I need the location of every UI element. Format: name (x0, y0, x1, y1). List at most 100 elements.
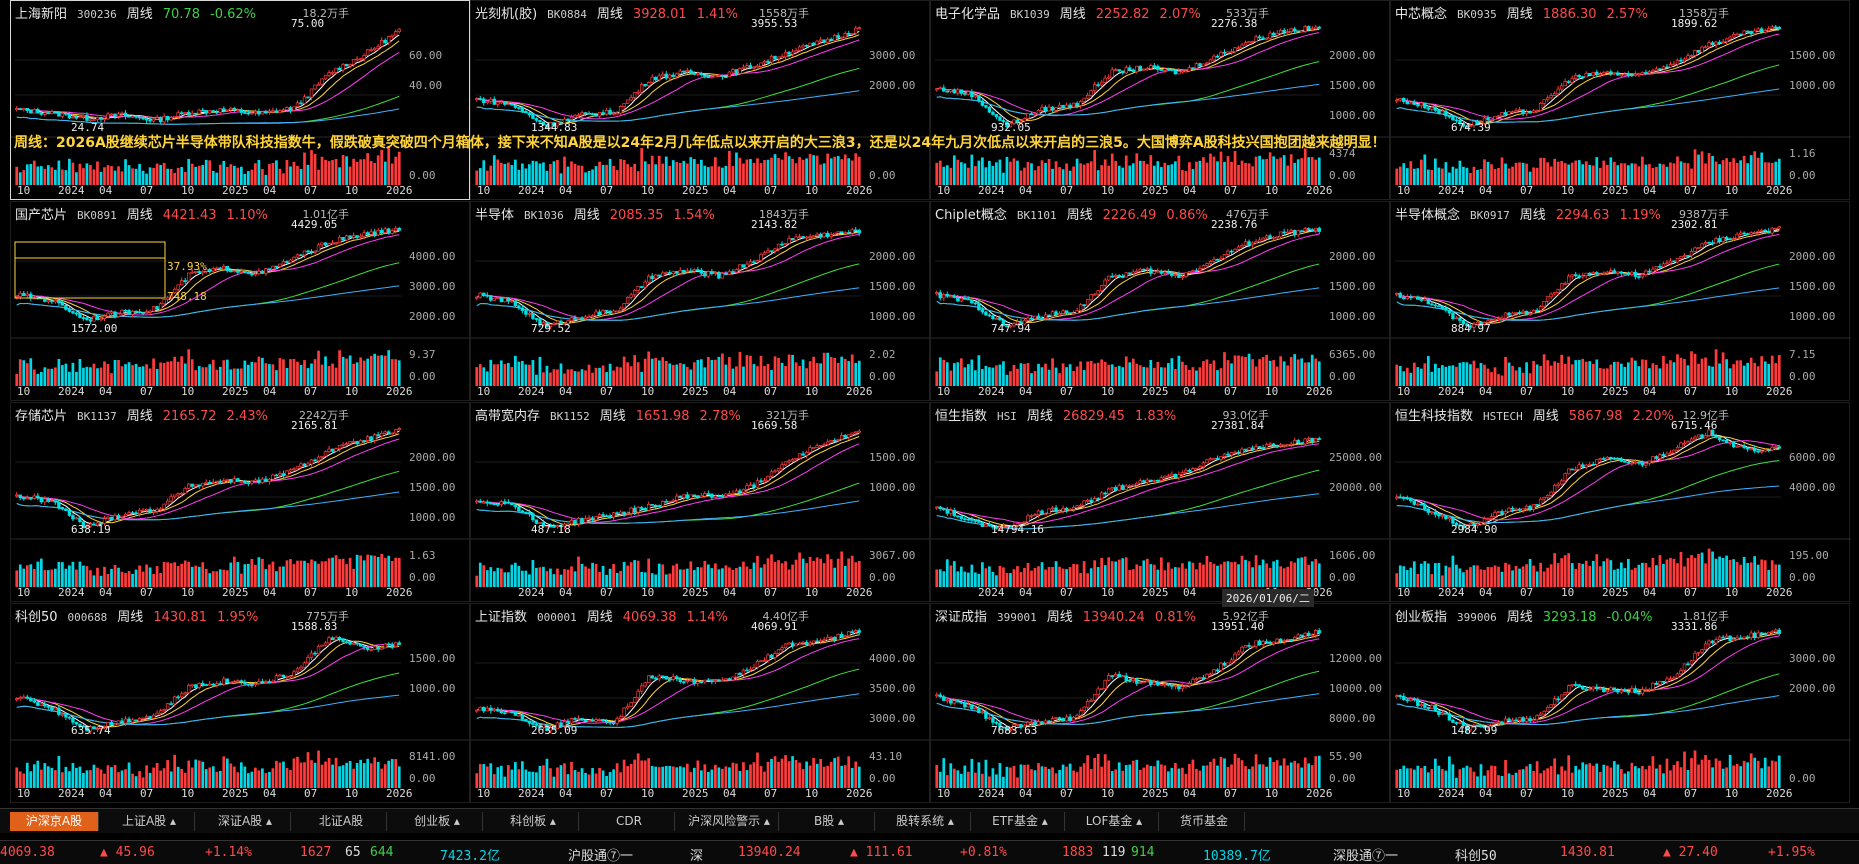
candle (1669, 261, 1672, 263)
volume-bar (510, 367, 513, 386)
candle (739, 673, 742, 674)
volume-bar (1743, 557, 1746, 587)
candle (798, 47, 801, 50)
volume-bar (956, 571, 959, 587)
candle (1062, 311, 1065, 314)
volume-bar (1051, 567, 1054, 587)
candle (1602, 273, 1605, 274)
candle (1725, 237, 1728, 238)
volume-bar (1694, 558, 1697, 587)
volume-bar (1195, 371, 1198, 386)
ma10-line (17, 232, 399, 318)
volume-bar (212, 171, 215, 185)
candle (1662, 264, 1665, 267)
candle (1652, 269, 1655, 272)
candle (1188, 470, 1191, 471)
candle (521, 108, 524, 112)
candle (380, 433, 383, 436)
candle (65, 113, 68, 114)
volume-bar (1069, 171, 1072, 185)
volume-bar (1199, 563, 1202, 587)
volume-bar (1241, 161, 1244, 185)
volume-bar (728, 567, 731, 587)
volume-bar (830, 357, 833, 386)
volume-bar (398, 766, 401, 788)
candle (222, 481, 225, 482)
candle (75, 117, 78, 118)
candle (1104, 78, 1107, 82)
volume-bar (851, 556, 854, 587)
volume-bar (1223, 352, 1226, 386)
candle (630, 295, 633, 298)
candle (833, 440, 836, 441)
volume-bar (1055, 368, 1058, 386)
candle (746, 264, 749, 267)
time-axis-label: 10 (181, 184, 194, 197)
volume-bar (521, 164, 524, 185)
candle (1448, 517, 1451, 518)
volume-bar (981, 369, 984, 386)
volume-bar (1434, 364, 1437, 386)
candle (1051, 107, 1054, 110)
volume-bar (184, 561, 187, 587)
candle (844, 233, 847, 234)
volume-bar (500, 766, 503, 788)
candle (823, 233, 826, 237)
candle (342, 639, 345, 642)
volume-bar (1634, 164, 1637, 185)
candle (1627, 274, 1630, 275)
volume-bar (774, 356, 777, 386)
volume-bar (1711, 367, 1714, 386)
candle (812, 236, 815, 237)
volume-bar (1016, 161, 1019, 185)
candle (1560, 86, 1563, 89)
volume-bar (166, 362, 169, 386)
candle (1058, 314, 1061, 315)
candle (387, 36, 390, 42)
volume-bar (1135, 564, 1138, 587)
candle (1125, 68, 1128, 73)
volume-bar (1487, 162, 1490, 185)
candle (391, 433, 394, 434)
volume-bar (1286, 365, 1289, 386)
candle (967, 299, 970, 300)
candle (370, 232, 373, 234)
volume-bar (574, 371, 577, 386)
kline-chart (1391, 403, 1851, 603)
volume-bar (686, 367, 689, 386)
ma5-line (477, 434, 859, 527)
security-code: BK1152 (550, 410, 590, 423)
volume-bar (1508, 363, 1511, 386)
volume-bar (507, 765, 510, 788)
candle (633, 93, 636, 98)
candle (1715, 436, 1718, 437)
candle (682, 71, 685, 72)
candle (159, 509, 162, 510)
volume-bar (1065, 569, 1068, 587)
volume-bar (68, 771, 71, 788)
volume-axis-label: 0.00 (1789, 571, 1816, 584)
candle (651, 504, 654, 505)
volume-bar (1778, 159, 1781, 185)
candle (1230, 251, 1233, 252)
volume-bar (1051, 358, 1054, 386)
volume-bar (1736, 360, 1739, 386)
volume-bar (1683, 163, 1686, 185)
volume-bar (1708, 153, 1711, 185)
candle (802, 454, 805, 455)
volume-bar (1058, 167, 1061, 185)
